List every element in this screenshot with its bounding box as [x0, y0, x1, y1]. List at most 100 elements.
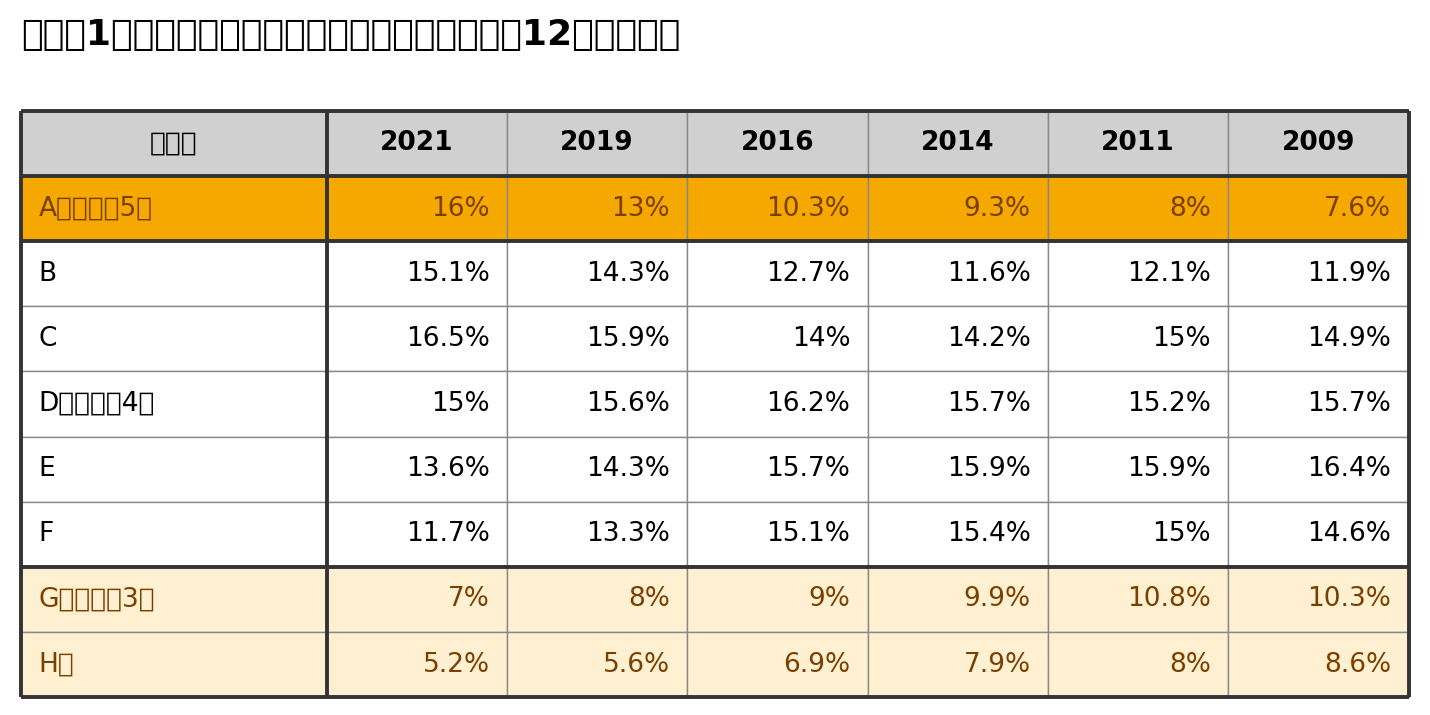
Text: 16.4%: 16.4% — [1307, 456, 1391, 482]
Text: 8%: 8% — [1170, 195, 1211, 222]
Bar — [1228, 632, 1409, 697]
Bar — [1228, 111, 1409, 176]
Bar — [506, 437, 688, 502]
Bar — [868, 371, 1048, 437]
Text: 15.1%: 15.1% — [406, 261, 489, 287]
Text: 9.9%: 9.9% — [964, 586, 1031, 613]
Bar — [868, 111, 1048, 176]
Bar — [21, 567, 326, 632]
Text: 11.6%: 11.6% — [947, 261, 1031, 287]
Text: 16%: 16% — [432, 195, 489, 222]
Text: 8%: 8% — [1170, 651, 1211, 678]
Bar — [1048, 111, 1228, 176]
Bar — [506, 567, 688, 632]
Bar — [1048, 241, 1228, 306]
Bar — [21, 632, 326, 697]
Bar — [21, 437, 326, 502]
Text: B: B — [39, 261, 57, 287]
Bar — [1048, 176, 1228, 241]
Text: 14.6%: 14.6% — [1307, 521, 1391, 547]
Bar — [21, 502, 326, 567]
Text: 2014: 2014 — [921, 130, 994, 157]
Text: 7%: 7% — [448, 586, 489, 613]
Bar — [21, 241, 326, 306]
Bar — [506, 306, 688, 371]
Bar — [688, 111, 868, 176]
Bar — [868, 502, 1048, 567]
Bar — [21, 176, 326, 241]
Text: ランク: ランク — [150, 130, 197, 157]
Text: 15.7%: 15.7% — [766, 456, 851, 482]
Text: 5.2%: 5.2% — [423, 651, 489, 678]
Bar — [506, 241, 688, 306]
Bar — [868, 241, 1048, 306]
Bar — [326, 111, 506, 176]
Text: 16.5%: 16.5% — [406, 326, 489, 352]
Text: 8%: 8% — [628, 586, 671, 613]
Text: 13%: 13% — [612, 195, 671, 222]
Bar — [1228, 502, 1409, 567]
Text: 15.2%: 15.2% — [1127, 391, 1211, 417]
Text: 8.6%: 8.6% — [1324, 651, 1391, 678]
Text: 7.6%: 7.6% — [1324, 195, 1391, 222]
Bar — [506, 111, 688, 176]
Bar — [868, 306, 1048, 371]
Text: 15.7%: 15.7% — [1307, 391, 1391, 417]
Text: 15.1%: 15.1% — [766, 521, 851, 547]
Text: 15.9%: 15.9% — [586, 326, 671, 352]
Bar — [1228, 567, 1409, 632]
Text: C: C — [39, 326, 57, 352]
Text: 9%: 9% — [808, 586, 851, 613]
Bar — [688, 176, 868, 241]
Text: 12.7%: 12.7% — [766, 261, 851, 287]
Text: 15%: 15% — [432, 391, 489, 417]
Bar — [21, 371, 326, 437]
Text: 10.3%: 10.3% — [766, 195, 851, 222]
Text: 10.8%: 10.8% — [1127, 586, 1211, 613]
Text: 15%: 15% — [1153, 521, 1211, 547]
Bar — [21, 111, 326, 176]
Text: 10.3%: 10.3% — [1307, 586, 1391, 613]
Text: 14.2%: 14.2% — [947, 326, 1031, 352]
Bar — [688, 502, 868, 567]
Bar — [688, 567, 868, 632]
Text: 15.9%: 15.9% — [947, 456, 1031, 482]
Bar — [506, 371, 688, 437]
Bar — [688, 306, 868, 371]
Bar — [868, 176, 1048, 241]
Bar — [326, 632, 506, 697]
Text: H～: H～ — [39, 651, 74, 678]
Text: 6.9%: 6.9% — [784, 651, 851, 678]
Text: 5.6%: 5.6% — [603, 651, 671, 678]
Bar — [1228, 437, 1409, 502]
Text: 7.9%: 7.9% — [964, 651, 1031, 678]
Text: E: E — [39, 456, 56, 482]
Bar — [21, 306, 326, 371]
Bar — [868, 567, 1048, 632]
Text: 中３・1月道コン　ランク別構成比（内申点・過去12年の動き）: 中３・1月道コン ランク別構成比（内申点・過去12年の動き） — [21, 18, 681, 52]
Text: 2011: 2011 — [1101, 130, 1175, 157]
Bar — [1048, 437, 1228, 502]
Bar — [506, 632, 688, 697]
Bar — [688, 241, 868, 306]
Text: 2021: 2021 — [380, 130, 453, 157]
Bar — [506, 176, 688, 241]
Text: 2009: 2009 — [1281, 130, 1356, 157]
Bar — [326, 306, 506, 371]
Text: 14%: 14% — [792, 326, 851, 352]
Bar — [1228, 306, 1409, 371]
Bar — [326, 502, 506, 567]
Text: F: F — [39, 521, 54, 547]
Text: 15%: 15% — [1153, 326, 1211, 352]
Bar — [506, 502, 688, 567]
Bar — [326, 371, 506, 437]
Bar — [1048, 371, 1228, 437]
Bar — [868, 632, 1048, 697]
Text: 2019: 2019 — [561, 130, 633, 157]
Bar — [1228, 241, 1409, 306]
Text: A（オール5）: A（オール5） — [39, 195, 153, 222]
Bar — [688, 632, 868, 697]
Text: 14.3%: 14.3% — [586, 456, 671, 482]
Bar — [1228, 371, 1409, 437]
Text: 15.7%: 15.7% — [947, 391, 1031, 417]
